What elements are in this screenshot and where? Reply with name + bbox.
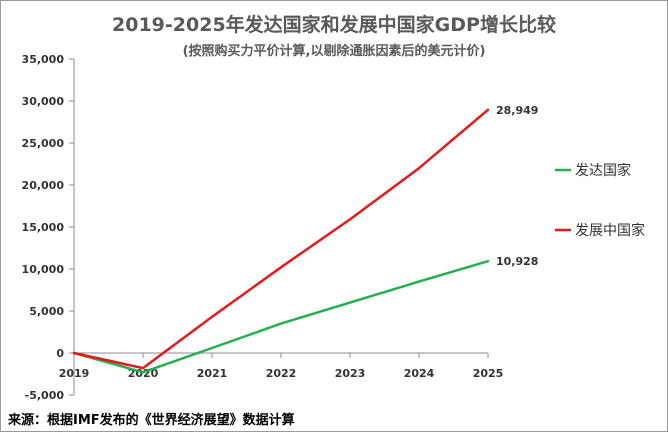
x-tick-label: 2024 — [404, 367, 435, 380]
series-line-1 — [72, 259, 490, 374]
source-note: 来源：根据IMF发布的《世界经济展望》数据计算 — [8, 413, 295, 428]
series-line-2 — [72, 108, 490, 370]
y-tick-label: 20,000 — [22, 179, 65, 192]
end-value-label: 10,928 — [496, 255, 538, 268]
y-tick-label: 5,000 — [29, 305, 64, 318]
x-tick-label: 2019 — [59, 367, 90, 380]
x-tick-label: 2022 — [266, 367, 297, 380]
x-tick-label: 2021 — [197, 367, 228, 380]
y-tick-label: 0 — [56, 347, 64, 360]
y-tick-label: 10,000 — [22, 263, 65, 276]
y-tick-label: 35,000 — [22, 53, 65, 66]
y-axis-ticks: -5,000 0 5,000 10,000 15,000 20,000 25,000 30,0… — [22, 53, 74, 402]
chart-title: 2019-2025年发达国家和发展中国家GDP增长比较 — [112, 14, 556, 36]
y-tick-label: 15,000 — [22, 221, 65, 234]
y-tick-label: -5,000 — [25, 389, 65, 402]
axes — [73, 59, 488, 395]
x-tick-label: 2025 — [473, 367, 504, 380]
chart-subtitle: (按照购买力平价计算,以剔除通胀因素后的美元计价) — [182, 44, 486, 59]
y-tick-label: 25,000 — [22, 137, 65, 150]
y-tick-label: 30,000 — [22, 95, 65, 108]
end-value-label: 28,949 — [496, 104, 538, 117]
legend-label: 发达国家 — [575, 162, 631, 179]
x-tick-label: 2023 — [335, 367, 366, 380]
legend-label: 发展中国家 — [575, 222, 645, 239]
end-labels: 10,928 28,949 — [496, 104, 538, 268]
series-lines — [72, 108, 490, 374]
